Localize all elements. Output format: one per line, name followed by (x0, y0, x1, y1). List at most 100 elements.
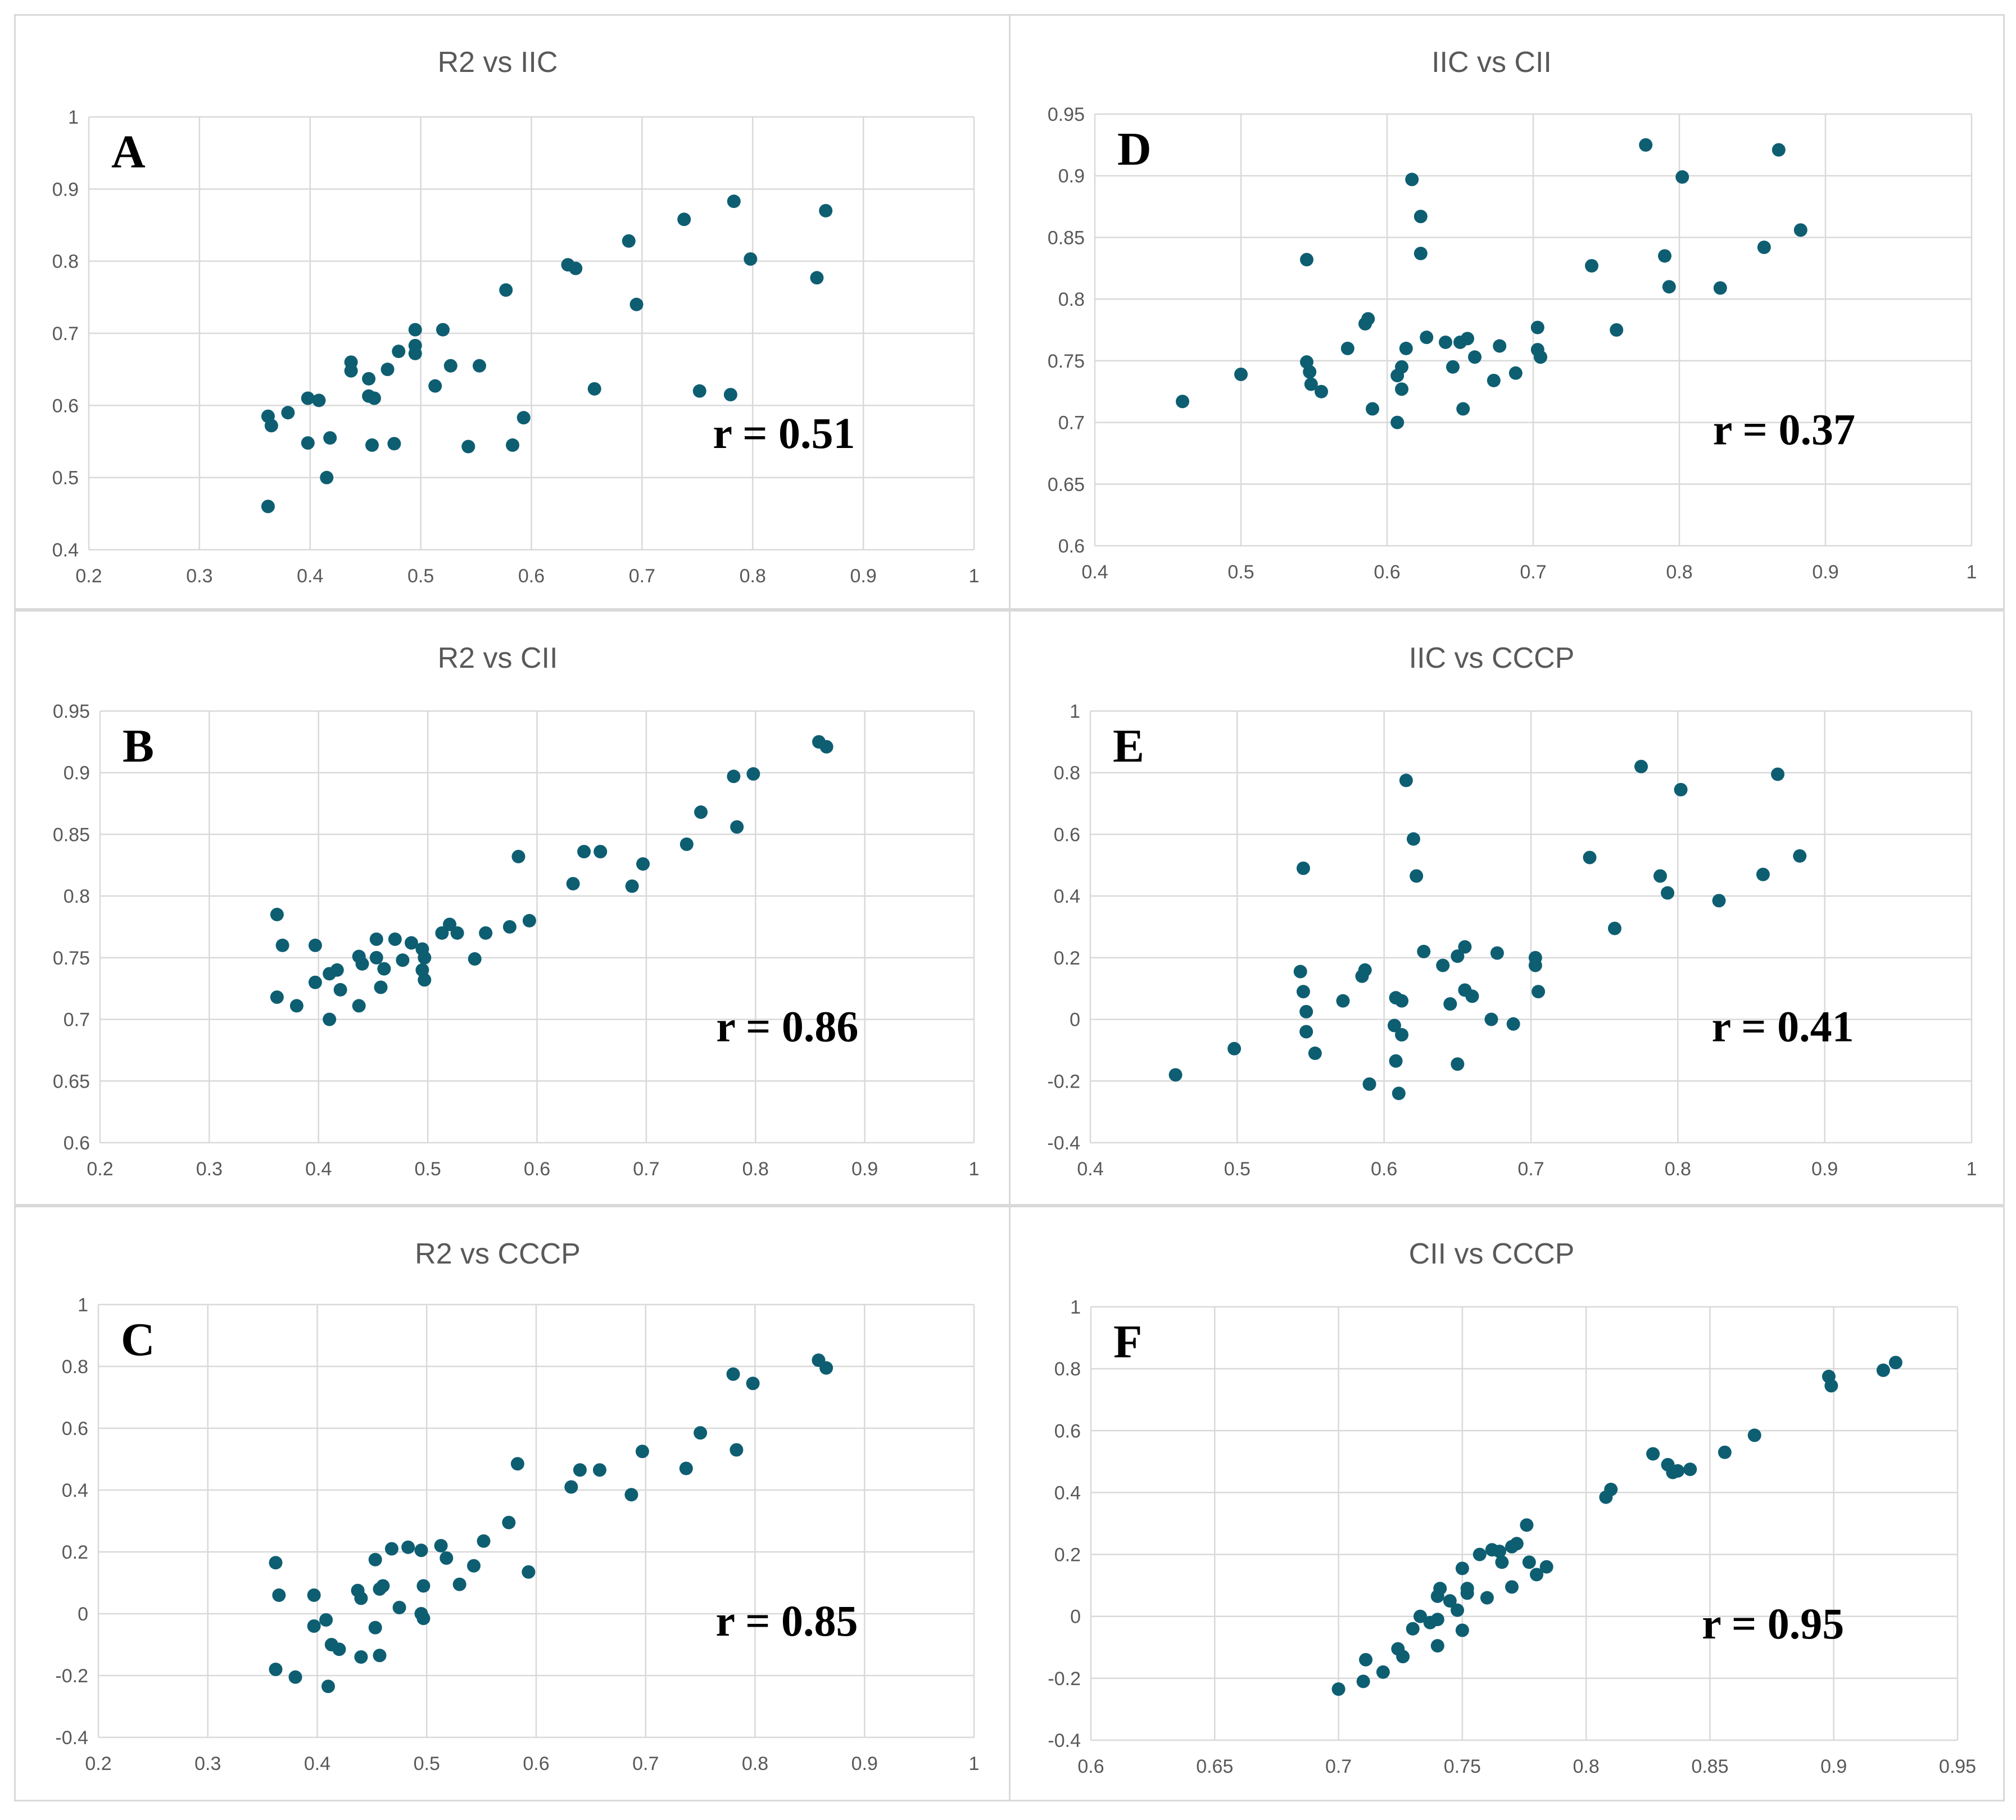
data-point (819, 740, 833, 754)
data-point (1446, 360, 1460, 374)
x-tick-label: 0.9 (1812, 562, 1838, 583)
y-tick-label: 0.8 (1058, 289, 1085, 310)
data-point (1793, 223, 1807, 237)
x-tick-label: 0.7 (1520, 562, 1546, 583)
data-point (1420, 331, 1434, 345)
data-point (443, 359, 457, 373)
panel-letter-f: F (1113, 1316, 1142, 1368)
data-point (1308, 1046, 1322, 1060)
data-point (308, 975, 322, 989)
y-tick-label: -0.4 (1047, 1133, 1080, 1154)
y-tick-label: -0.4 (1048, 1730, 1081, 1751)
data-point (746, 767, 760, 781)
correlation-label-c: r = 0.85 (715, 1596, 858, 1645)
data-point (1176, 395, 1189, 409)
data-point (1362, 1077, 1376, 1091)
data-point (270, 990, 284, 1004)
data-point (472, 359, 486, 373)
data-point (307, 1588, 321, 1602)
y-tick-label: 0.6 (52, 395, 79, 416)
data-point (416, 1579, 431, 1593)
y-tick-label: 0.4 (62, 1480, 88, 1501)
y-tick-label: 1 (78, 1294, 88, 1316)
data-point (269, 1556, 283, 1570)
data-point (1227, 1042, 1242, 1056)
data-point (629, 297, 644, 311)
data-point (1405, 173, 1419, 187)
data-point (1793, 849, 1807, 863)
x-tick-label: 0.2 (87, 1158, 113, 1180)
y-tick-label: 0.65 (1048, 474, 1085, 495)
correlation-label-a: r = 0.51 (713, 409, 855, 458)
x-tick-label: 0.9 (1820, 1756, 1847, 1777)
data-point (1396, 1650, 1410, 1664)
data-point (269, 1663, 283, 1676)
data-point (1876, 1363, 1890, 1377)
x-tick-label: 1 (1967, 1158, 1977, 1180)
x-tick-label: 0.8 (742, 1753, 768, 1774)
y-tick-label: 0.6 (1054, 824, 1080, 845)
data-point (443, 917, 456, 931)
x-tick-label: 0.3 (196, 1158, 223, 1180)
scatter-chart-b: 0.6 0.65 0.7 0.75 0.8 0.85 0.9 0.95 0.2 0.3 0.4 0.5… (53, 642, 980, 1180)
data-point (333, 983, 347, 997)
data-point (810, 271, 824, 285)
data-point (392, 345, 406, 359)
x-tick-label: 0.8 (740, 565, 766, 587)
data-point (1522, 1555, 1536, 1569)
data-point (677, 212, 691, 227)
data-point (1468, 350, 1482, 364)
data-point (1671, 1464, 1685, 1478)
panel-letter-c: C (121, 1314, 155, 1366)
chart-title-c: R2 vs CCCP (415, 1238, 581, 1270)
data-point (730, 1443, 744, 1457)
data-point (1653, 869, 1667, 883)
data-point (1331, 1682, 1345, 1696)
data-point (450, 926, 464, 940)
x-tick-label: 0.6 (1374, 562, 1400, 583)
data-point (461, 440, 475, 454)
data-point (1315, 384, 1328, 399)
data-point (301, 391, 315, 405)
data-point (368, 1620, 382, 1635)
data-point (435, 926, 449, 940)
y-tick-label: 0.95 (53, 701, 90, 722)
data-point (1506, 1017, 1520, 1031)
data-point (1683, 1463, 1697, 1477)
data-point (452, 1577, 466, 1591)
y-tick-label: 0.9 (52, 179, 79, 200)
panel-letter-b: B (123, 720, 154, 772)
x-tick-label: 0.8 (1665, 1158, 1691, 1180)
y-tick-label: -0.2 (1047, 1071, 1080, 1092)
y-tick-label: 0.6 (62, 1418, 88, 1439)
y-tick-label: -0.2 (1048, 1668, 1081, 1690)
data-point (1395, 994, 1409, 1008)
data-point (1487, 373, 1501, 387)
chart-title-d: IIC vs CII (1431, 46, 1552, 79)
data-point (1639, 138, 1653, 152)
data-point (1168, 1068, 1183, 1082)
correlation-label-b: r = 0.86 (716, 1002, 858, 1051)
data-point (396, 953, 410, 967)
y-tick-label: 0.7 (1058, 413, 1085, 434)
data-point (1417, 944, 1431, 958)
y-tick-label: 0.8 (1054, 763, 1080, 784)
data-point (522, 914, 536, 928)
x-tick-label: 0.95 (1939, 1756, 1976, 1777)
data-point (1756, 867, 1770, 881)
y-tick-label: 1 (1070, 1297, 1081, 1318)
data-point (1772, 143, 1786, 157)
y-tick-label: 0.6 (1058, 536, 1085, 557)
x-tick-label: 0.5 (1227, 562, 1254, 583)
panel-letter-a: A (111, 126, 146, 178)
data-point (1451, 949, 1465, 963)
data-point (388, 932, 402, 946)
x-tick-label: 0.4 (305, 1158, 332, 1180)
data-point (1300, 252, 1313, 266)
data-point (1456, 402, 1470, 416)
chart-panel-d: 0.6 0.65 0.7 0.75 0.8 0.85 0.9 0.95 0.4 0.5 0.6 0.7… (1009, 14, 2005, 610)
data-point (587, 382, 601, 396)
chart-title-f: CII vs CCCP (1409, 1238, 1575, 1270)
data-point (1480, 1591, 1494, 1605)
y-tick-label: 1 (1070, 701, 1080, 722)
